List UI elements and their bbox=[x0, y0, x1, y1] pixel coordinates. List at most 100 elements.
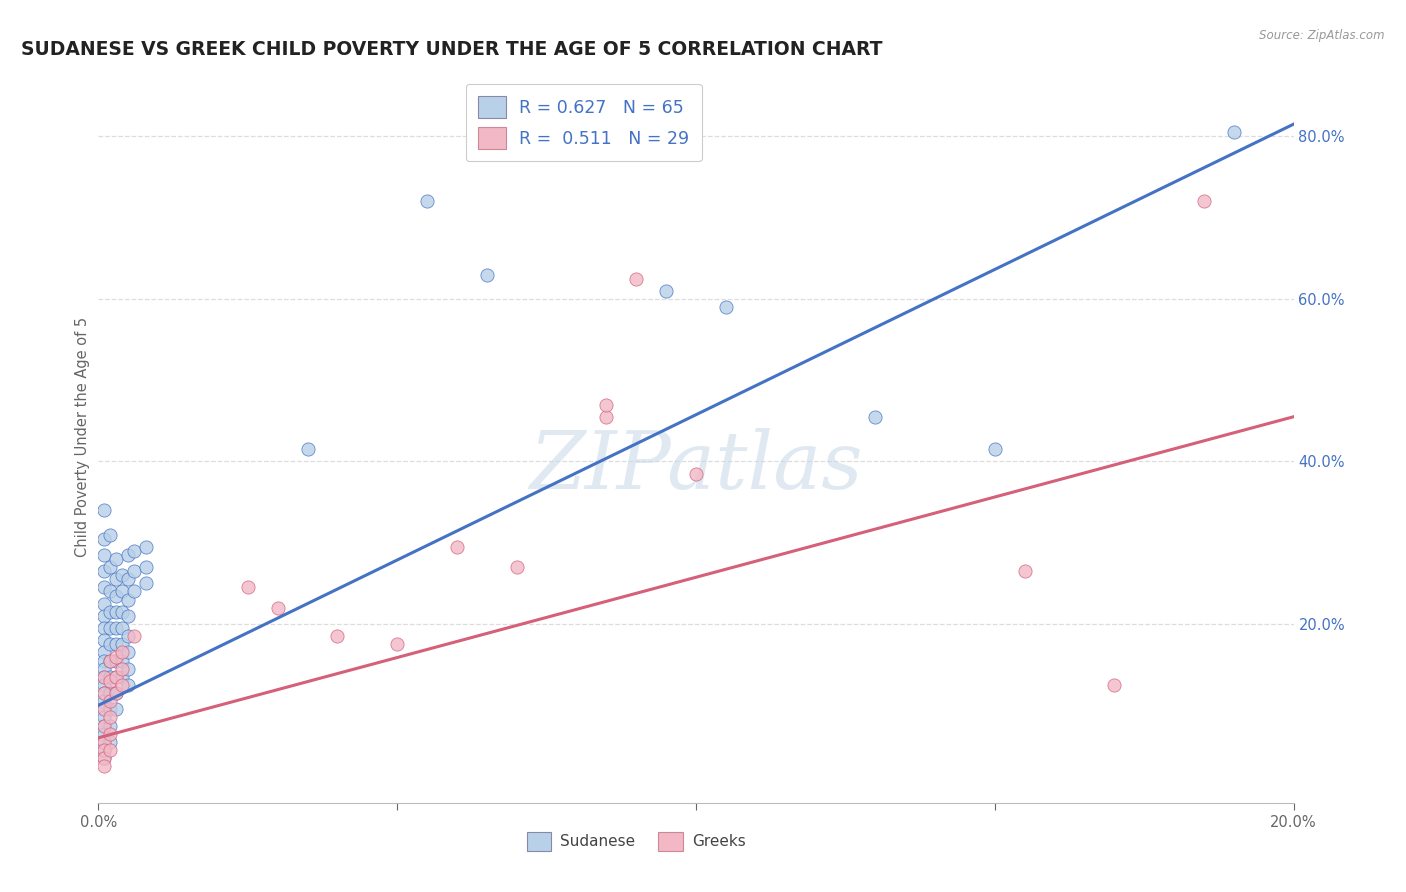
Point bbox=[93, 564, 115, 578]
Point bbox=[984, 442, 1007, 457]
Point bbox=[117, 548, 139, 562]
Point bbox=[93, 751, 115, 765]
Point bbox=[124, 544, 146, 558]
Point bbox=[93, 718, 115, 732]
Point bbox=[105, 654, 128, 668]
Point bbox=[93, 597, 115, 611]
Text: SUDANESE VS GREEK CHILD POVERTY UNDER THE AGE OF 5 CORRELATION CHART: SUDANESE VS GREEK CHILD POVERTY UNDER TH… bbox=[21, 39, 882, 59]
Point bbox=[111, 654, 134, 668]
Point bbox=[93, 621, 115, 635]
Point bbox=[105, 637, 128, 651]
Point bbox=[93, 686, 115, 700]
Point bbox=[117, 645, 139, 659]
Point bbox=[655, 284, 678, 298]
Point bbox=[98, 743, 122, 757]
Point bbox=[93, 743, 115, 757]
Point bbox=[93, 670, 115, 684]
Point bbox=[98, 686, 122, 700]
Point bbox=[105, 686, 128, 700]
Point bbox=[98, 718, 122, 732]
Point bbox=[105, 605, 128, 619]
Y-axis label: Child Poverty Under the Age of 5: Child Poverty Under the Age of 5 bbox=[75, 317, 90, 558]
Point bbox=[93, 608, 115, 623]
Point bbox=[236, 581, 259, 595]
Point bbox=[1014, 564, 1036, 578]
Point bbox=[93, 743, 115, 757]
Point bbox=[93, 718, 115, 732]
Point bbox=[111, 662, 134, 676]
Point bbox=[93, 645, 115, 659]
Point bbox=[93, 735, 115, 749]
Point bbox=[117, 592, 139, 607]
Point bbox=[626, 271, 648, 285]
Point bbox=[105, 686, 128, 700]
Point bbox=[93, 503, 115, 517]
Point bbox=[98, 654, 122, 668]
Point bbox=[595, 398, 617, 412]
Point bbox=[98, 637, 122, 651]
Point bbox=[135, 560, 157, 574]
Point bbox=[93, 702, 115, 716]
Point bbox=[326, 629, 349, 643]
Point bbox=[93, 662, 115, 676]
Point bbox=[93, 735, 115, 749]
Point bbox=[105, 552, 128, 566]
Point bbox=[111, 568, 134, 582]
Point bbox=[111, 678, 134, 692]
Point bbox=[93, 727, 115, 741]
Point bbox=[93, 710, 115, 724]
Point bbox=[98, 694, 122, 708]
Point bbox=[93, 694, 115, 708]
Text: ZIPatlas: ZIPatlas bbox=[529, 427, 863, 505]
Point bbox=[93, 751, 115, 765]
Point bbox=[267, 600, 290, 615]
Point bbox=[595, 409, 617, 424]
Point bbox=[124, 629, 146, 643]
Point bbox=[98, 527, 122, 541]
Point bbox=[105, 649, 128, 664]
Point bbox=[714, 300, 737, 314]
Point bbox=[93, 581, 115, 595]
Point bbox=[117, 629, 139, 643]
Point bbox=[111, 670, 134, 684]
Point bbox=[98, 605, 122, 619]
Point bbox=[105, 702, 128, 716]
Point bbox=[111, 605, 134, 619]
Point bbox=[93, 670, 115, 684]
Point bbox=[98, 560, 122, 574]
Point bbox=[93, 532, 115, 546]
Point bbox=[117, 678, 139, 692]
Point bbox=[135, 540, 157, 554]
Point bbox=[475, 268, 498, 282]
Point bbox=[93, 702, 115, 716]
Point bbox=[93, 686, 115, 700]
Point bbox=[105, 670, 128, 684]
Point bbox=[446, 540, 468, 554]
Point bbox=[98, 673, 122, 688]
Point bbox=[105, 589, 128, 603]
Point bbox=[98, 735, 122, 749]
Point bbox=[93, 759, 115, 773]
Point bbox=[111, 584, 134, 599]
Point bbox=[124, 564, 146, 578]
Point bbox=[416, 194, 439, 209]
Point bbox=[111, 621, 134, 635]
Point bbox=[93, 548, 115, 562]
Point bbox=[111, 645, 134, 659]
Point bbox=[98, 727, 122, 741]
Point bbox=[93, 654, 115, 668]
Point bbox=[865, 409, 887, 424]
Point bbox=[124, 584, 146, 599]
Point bbox=[111, 637, 134, 651]
Point bbox=[1192, 194, 1215, 209]
Point bbox=[98, 654, 122, 668]
Point bbox=[117, 572, 139, 586]
Point bbox=[93, 633, 115, 648]
Legend: Sudanese, Greeks: Sudanese, Greeks bbox=[520, 825, 752, 857]
Point bbox=[98, 710, 122, 724]
Point bbox=[93, 678, 115, 692]
Point bbox=[506, 560, 529, 574]
Point bbox=[105, 621, 128, 635]
Point bbox=[98, 702, 122, 716]
Point bbox=[135, 576, 157, 591]
